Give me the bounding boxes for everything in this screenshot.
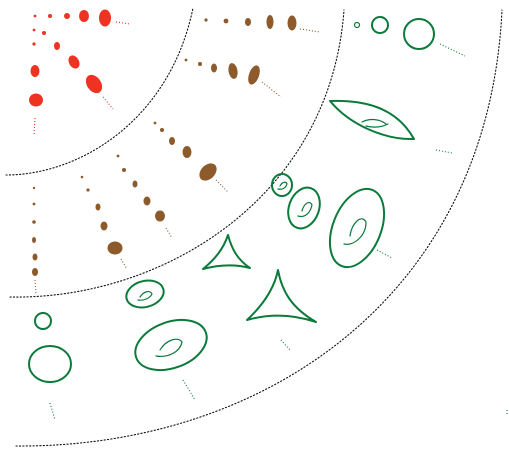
brown-blob: [199, 163, 217, 181]
brown-band: [32, 15, 321, 294]
brown-dot: [116, 154, 120, 158]
brown-tick: [165, 227, 173, 239]
green-circle-left-large: [28, 345, 72, 383]
brown-dot: [223, 18, 229, 24]
green-leaf-shape: [329, 99, 415, 141]
red-tick: [33, 117, 36, 137]
green-tick: [280, 339, 291, 351]
brown-blob: [228, 63, 238, 79]
green-oval-inner: [155, 338, 183, 357]
brown-dot: [32, 186, 36, 190]
brown-blob: [182, 146, 192, 158]
green-tick: [376, 249, 393, 259]
brown-blob: [100, 221, 108, 231]
brown-blob: [32, 253, 38, 261]
brown-dot: [160, 128, 164, 132]
green-oval-inner: [343, 218, 367, 245]
arc-inner: [5, 7, 194, 176]
brown-dot: [32, 220, 36, 224]
green-oval-small: [271, 173, 293, 197]
green-oval-lower-small: [125, 279, 165, 309]
brown-blob: [107, 241, 123, 255]
brown-blob: [32, 237, 36, 243]
brown-blob: [266, 15, 274, 29]
green-circle-large: [403, 18, 435, 50]
red-band: [29, 9, 131, 137]
arc-middle: [9, 9, 345, 298]
brown-blob: [169, 137, 175, 145]
brown-blob: [143, 196, 151, 206]
brown-blob: [287, 15, 297, 31]
green-circle-small: [353, 21, 361, 29]
brown-dot: [204, 18, 208, 22]
brown-tick: [299, 28, 321, 33]
green-oval-inner: [137, 291, 153, 301]
green-triangle-small: [202, 234, 251, 270]
red-dot: [32, 28, 36, 32]
brown-blob: [32, 268, 38, 276]
brown-tick: [120, 258, 128, 270]
brown-dot: [184, 58, 188, 62]
green-oval-lower-large: [134, 318, 208, 372]
brown-blob: [132, 180, 138, 188]
green-circle-medium: [371, 16, 389, 34]
brown-tick: [261, 81, 282, 98]
green-tick: [49, 402, 56, 421]
brown-dot: [32, 202, 36, 206]
green-tick: [182, 379, 196, 401]
red-tick: [102, 96, 114, 110]
brown-dot: [153, 121, 157, 125]
brown-blob: [95, 203, 101, 211]
brown-blob: [211, 63, 217, 73]
green-oval-medium: [287, 186, 321, 230]
arc-outer: [15, 9, 503, 447]
green-circle-left-small: [34, 312, 52, 330]
red-blob: [30, 65, 40, 77]
green-tick: [439, 43, 466, 57]
red-dot: [64, 13, 70, 19]
green-oval-inner: [297, 201, 313, 218]
brown-blob: [248, 65, 260, 85]
red-blob: [99, 9, 111, 27]
red-dot: [48, 14, 52, 18]
green-tick: [435, 149, 453, 154]
brown-blob: [245, 18, 251, 26]
red-dot: [33, 14, 37, 18]
green-band: [28, 16, 508, 421]
green-oval-inner: [277, 181, 288, 190]
red-dot: [32, 42, 36, 46]
brown-dot: [198, 62, 202, 66]
red-dot: [42, 31, 46, 35]
red-blob: [79, 10, 89, 22]
red-blob: [68, 55, 80, 69]
red-blob: [29, 93, 43, 107]
brown-tick: [34, 279, 37, 294]
green-triangle-large: [246, 269, 317, 323]
brown-tick: [215, 179, 229, 193]
brown-blob: [155, 210, 165, 222]
red-tick: [115, 21, 131, 25]
brown-dot: [86, 188, 90, 192]
brown-dot: [80, 175, 84, 179]
brown-dot: [122, 168, 126, 172]
red-blob: [85, 74, 103, 94]
green-oval-large: [328, 187, 386, 269]
red-blob: [54, 42, 60, 50]
green-leaf-inner: [361, 118, 389, 128]
